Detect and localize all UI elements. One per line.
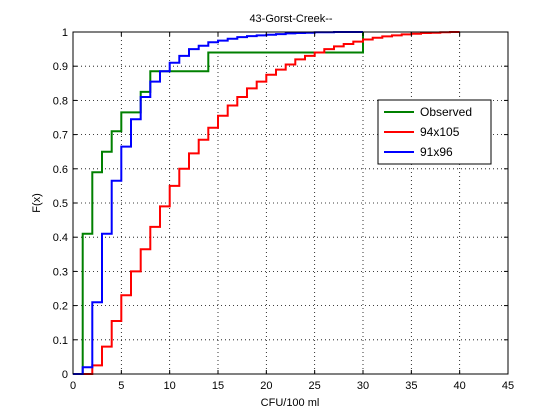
x-tick-labels: 0 5 10 15 20 25 30 35 40 45 xyxy=(70,380,514,392)
series-line-91x96 xyxy=(73,31,363,375)
legend-label: 91x96 xyxy=(420,145,453,159)
y-tick-label: 0.3 xyxy=(53,266,68,278)
x-tick-label: 5 xyxy=(118,380,124,392)
x-tick-label: 0 xyxy=(70,380,76,392)
tick-marks xyxy=(72,31,509,375)
y-tick-labels: 0 0.1 0.2 0.3 0.4 0.5 0.6 0.7 0.8 0.9 1 xyxy=(53,27,68,381)
legend-label: Observed xyxy=(420,105,472,119)
series-layer xyxy=(73,31,460,375)
legend: Observed 94x105 91x96 xyxy=(377,99,492,165)
y-tick-label: 0.6 xyxy=(53,164,68,176)
grid-lines xyxy=(73,32,508,374)
x-tick-label: 15 xyxy=(212,380,224,392)
x-tick-label: 20 xyxy=(260,380,272,392)
y-tick-label: 0.4 xyxy=(53,232,68,244)
x-tick-label: 30 xyxy=(357,380,369,392)
x-tick-label: 35 xyxy=(405,380,417,392)
y-tick-label: 0.7 xyxy=(53,130,68,142)
legend-label: 94x105 xyxy=(420,125,460,139)
y-tick-label: 0.9 xyxy=(53,61,68,73)
y-tick-label: 0.2 xyxy=(53,301,68,313)
y-tick-label: 0.8 xyxy=(53,95,68,107)
x-tick-label: 40 xyxy=(454,380,466,392)
x-tick-label: 25 xyxy=(309,380,321,392)
y-tick-label: 1 xyxy=(62,27,68,39)
plot-area xyxy=(73,32,508,374)
y-tick-label: 0.1 xyxy=(53,335,68,347)
y-tick-label: 0 xyxy=(62,369,68,381)
x-tick-label: 10 xyxy=(164,380,176,392)
y-axis-title: F(x) xyxy=(31,193,43,213)
chart-title: 43-Gorst-Creek-- xyxy=(249,13,332,25)
x-tick-label: 45 xyxy=(502,380,514,392)
y-tick-label: 0.5 xyxy=(53,198,68,210)
x-axis-title: CFU/100 ml xyxy=(261,397,320,409)
series-line-94x105 xyxy=(73,31,460,375)
series-line-observed xyxy=(73,32,364,375)
